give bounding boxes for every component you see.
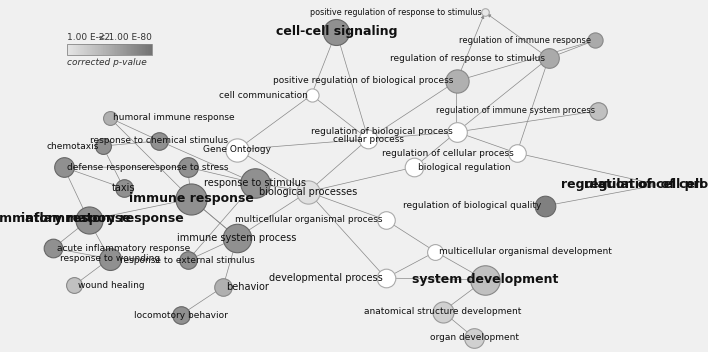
Point — [58, 164, 69, 170]
Text: cellular process: cellular process — [333, 134, 404, 144]
Point — [182, 258, 193, 263]
Point — [185, 196, 197, 202]
Text: immune response: immune response — [129, 193, 253, 205]
Point — [543, 55, 554, 61]
Point — [451, 129, 462, 135]
Point — [479, 277, 491, 283]
Point — [182, 164, 193, 170]
Text: system development: system development — [412, 274, 558, 286]
Point — [539, 203, 551, 209]
Text: 1.00 E-22: 1.00 E-22 — [67, 33, 110, 42]
Point — [83, 217, 94, 223]
Text: behavior: behavior — [227, 282, 270, 292]
Text: response to stress: response to stress — [147, 163, 229, 172]
Point — [154, 138, 165, 144]
Text: response to external stimulus: response to external stimulus — [120, 256, 255, 265]
Text: developmental process: developmental process — [268, 273, 382, 283]
Text: response to stimulus: response to stimulus — [204, 178, 306, 188]
Point — [437, 309, 448, 314]
Text: multicellular organismal process: multicellular organismal process — [235, 215, 382, 225]
Point — [97, 143, 108, 149]
Point — [469, 335, 480, 341]
Point — [331, 29, 342, 34]
Text: anatomical structure development: anatomical structure development — [364, 307, 521, 316]
Point — [104, 115, 115, 121]
Text: regulation of cellular process: regulation of cellular process — [382, 149, 513, 158]
Text: regulation of cell proliferati: regulation of cell proliferati — [584, 178, 708, 191]
Point — [118, 186, 130, 191]
Text: corrected p-value: corrected p-value — [67, 58, 147, 67]
Text: wound healing: wound healing — [78, 281, 144, 290]
Text: positive regulation of response to stimulus: positive regulation of response to stimu… — [310, 8, 481, 17]
Point — [104, 256, 115, 262]
Text: cell-cell signaling: cell-cell signaling — [275, 25, 397, 38]
Text: defense response: defense response — [67, 163, 147, 172]
Text: Gene Ontology: Gene Ontology — [203, 145, 271, 154]
Text: inflammatory response: inflammatory response — [0, 212, 131, 225]
Point — [409, 164, 420, 170]
Text: < 1.00 E-80: < 1.00 E-80 — [98, 33, 152, 42]
Text: chemotaxis: chemotaxis — [47, 142, 99, 151]
Point — [593, 108, 604, 114]
Text: regulation of immune system process: regulation of immune system process — [435, 106, 595, 115]
Text: acute inflammatory response: acute inflammatory response — [57, 244, 190, 253]
Point — [302, 189, 314, 195]
Text: positive regulation of biological process: positive regulation of biological proces… — [273, 76, 453, 86]
Point — [232, 235, 243, 240]
Text: multicellular organismal development: multicellular organismal development — [439, 247, 612, 256]
Text: response to chemical stimulus: response to chemical stimulus — [91, 136, 228, 145]
Text: immune system process: immune system process — [178, 233, 297, 243]
Text: taxis: taxis — [112, 183, 136, 193]
Text: cell communication: cell communication — [219, 90, 308, 100]
Point — [306, 92, 317, 98]
Point — [217, 284, 229, 290]
Point — [380, 275, 392, 281]
Point — [47, 245, 59, 251]
Text: response to wounding: response to wounding — [59, 254, 160, 263]
Text: biological regulation: biological regulation — [418, 163, 510, 172]
Point — [511, 150, 523, 156]
Text: locomotory behavior: locomotory behavior — [134, 310, 227, 320]
Text: inflammatory response: inflammatory response — [21, 212, 184, 225]
Point — [589, 38, 600, 43]
Point — [175, 312, 186, 318]
Text: organ development: organ development — [430, 333, 519, 342]
Bar — [67, 44, 152, 55]
Point — [479, 10, 491, 15]
Text: regulation of biological quality: regulation of biological quality — [404, 201, 542, 210]
Text: regulation of response to stimulus: regulation of response to stimulus — [390, 54, 545, 63]
Point — [451, 78, 462, 84]
Text: regulation of cell proliferati: regulation of cell proliferati — [561, 178, 708, 191]
Point — [69, 282, 80, 288]
Point — [430, 249, 441, 254]
Text: humoral immune response: humoral immune response — [113, 113, 235, 122]
Text: biological processes: biological processes — [259, 187, 357, 197]
Text: regulation of immune response: regulation of immune response — [459, 36, 591, 45]
Point — [249, 180, 261, 186]
Point — [380, 217, 392, 223]
Text: regulation of biological process: regulation of biological process — [312, 127, 453, 137]
Point — [232, 147, 243, 152]
Point — [362, 136, 374, 142]
